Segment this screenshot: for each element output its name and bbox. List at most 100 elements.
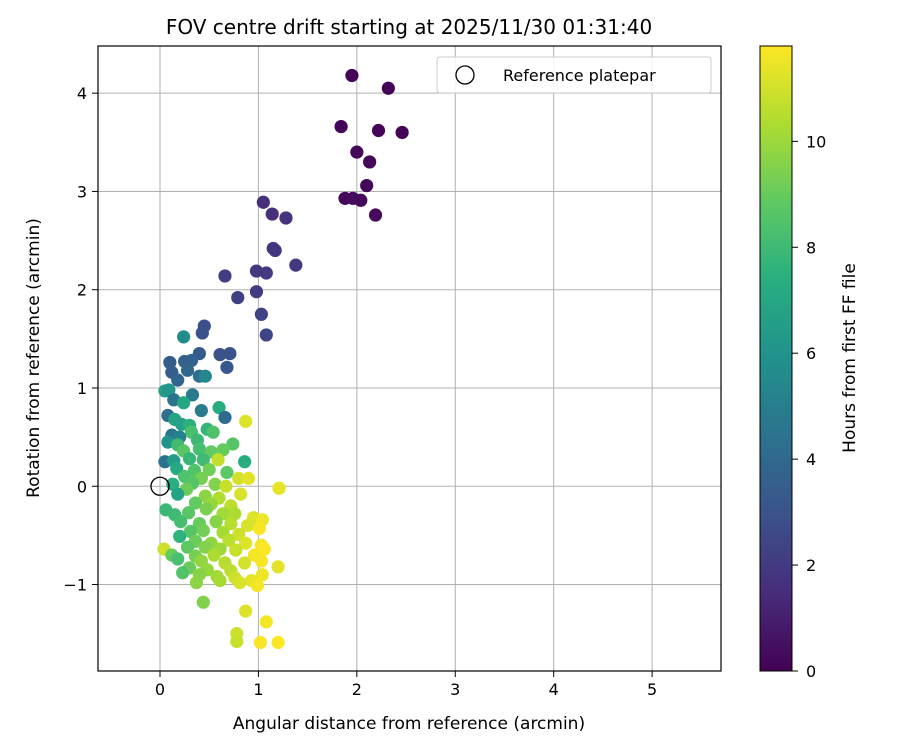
colorbar bbox=[759, 45, 793, 672]
data-point bbox=[171, 487, 185, 501]
x-tick-label: 5 bbox=[647, 680, 657, 699]
x-axis-ticks: 0 1 2 3 4 5 bbox=[155, 671, 657, 699]
data-point bbox=[239, 414, 253, 428]
data-point bbox=[171, 373, 185, 387]
data-point bbox=[162, 383, 176, 397]
y-tick-label: 2 bbox=[77, 281, 87, 300]
data-point bbox=[279, 211, 293, 225]
y-tick-label: 1 bbox=[77, 379, 87, 398]
data-point bbox=[213, 573, 227, 588]
data-point bbox=[198, 369, 212, 383]
data-point bbox=[208, 477, 222, 491]
data-point bbox=[209, 515, 223, 529]
data-point bbox=[240, 518, 255, 533]
x-axis-label: Angular distance from reference (arcmin) bbox=[233, 714, 585, 734]
data-point bbox=[255, 568, 269, 582]
colorbar-tick-label: 8 bbox=[806, 238, 816, 257]
data-point bbox=[224, 516, 238, 531]
data-point bbox=[271, 560, 285, 574]
data-point bbox=[259, 266, 273, 280]
data-point bbox=[345, 68, 359, 83]
data-point bbox=[259, 615, 273, 629]
data-point bbox=[182, 452, 197, 466]
x-tick-label: 1 bbox=[253, 680, 263, 699]
data-point bbox=[207, 548, 221, 562]
data-point bbox=[192, 442, 206, 456]
data-point bbox=[259, 328, 273, 342]
data-point bbox=[250, 578, 265, 593]
colorbar-tick-label: 10 bbox=[806, 132, 826, 151]
data-point bbox=[238, 556, 252, 570]
data-point bbox=[177, 330, 191, 344]
colorbar-label: Hours from first FF file bbox=[840, 263, 860, 453]
data-point bbox=[256, 195, 270, 209]
colorbar-tick-label: 4 bbox=[806, 450, 816, 469]
data-point bbox=[213, 347, 227, 362]
data-point bbox=[202, 462, 216, 477]
data-point bbox=[229, 543, 243, 557]
colorbar-tick-label: 6 bbox=[806, 344, 816, 363]
data-point bbox=[181, 506, 196, 520]
data-point bbox=[354, 193, 368, 207]
y-tick-label: −1 bbox=[63, 576, 87, 595]
data-point bbox=[272, 481, 286, 495]
data-point bbox=[360, 178, 374, 193]
legend-box bbox=[436, 56, 712, 94]
data-point bbox=[199, 502, 213, 516]
data-point bbox=[371, 123, 386, 138]
y-axis-label: Rotation from reference (arcmin) bbox=[24, 218, 44, 498]
data-point bbox=[234, 487, 248, 501]
data-point bbox=[177, 396, 191, 410]
plot-frame bbox=[97, 45, 722, 672]
data-point bbox=[268, 243, 282, 258]
y-tick-label: 0 bbox=[77, 477, 87, 496]
data-point bbox=[223, 346, 237, 361]
data-point bbox=[363, 155, 377, 169]
data-point bbox=[196, 523, 210, 538]
y-tick-label: 3 bbox=[77, 182, 87, 201]
data-point bbox=[220, 360, 234, 374]
data-point bbox=[233, 575, 247, 590]
data-point bbox=[238, 455, 252, 469]
data-point bbox=[254, 554, 268, 568]
data-point bbox=[218, 269, 232, 283]
data-point bbox=[232, 471, 246, 485]
data-point bbox=[171, 552, 185, 566]
chart-title: FOV centre drift starting at 2025/11/30 … bbox=[166, 15, 652, 39]
data-point bbox=[289, 258, 303, 272]
data-point bbox=[226, 437, 240, 451]
legend-marker bbox=[455, 65, 475, 85]
data-point bbox=[173, 529, 187, 543]
data-point bbox=[163, 355, 177, 370]
data-point bbox=[220, 465, 234, 480]
data-point bbox=[194, 403, 208, 418]
data-point bbox=[249, 285, 264, 299]
data-point bbox=[381, 81, 395, 95]
scatter-points bbox=[157, 68, 409, 650]
data-point bbox=[252, 521, 267, 536]
x-tick-label: 0 bbox=[155, 680, 165, 699]
data-point bbox=[241, 471, 256, 485]
data-point bbox=[253, 635, 267, 650]
data-point bbox=[196, 595, 210, 609]
data-point bbox=[176, 566, 190, 580]
colorbar-tick-label: 2 bbox=[806, 556, 816, 575]
data-point bbox=[216, 443, 230, 457]
data-point bbox=[211, 453, 225, 467]
data-point bbox=[368, 208, 383, 222]
data-point bbox=[183, 524, 198, 539]
data-point bbox=[334, 119, 348, 134]
colorbar-tick-label: 0 bbox=[806, 662, 816, 681]
legend-label: Reference platepar bbox=[503, 66, 656, 85]
data-point bbox=[189, 575, 204, 590]
data-point bbox=[180, 363, 195, 377]
data-point bbox=[265, 207, 279, 221]
data-point bbox=[185, 388, 200, 402]
data-point bbox=[196, 453, 210, 467]
reference-marker bbox=[150, 476, 170, 496]
data-point bbox=[174, 515, 188, 529]
data-point bbox=[350, 145, 364, 159]
data-point bbox=[198, 540, 212, 554]
legend: Reference platepar bbox=[436, 56, 712, 94]
